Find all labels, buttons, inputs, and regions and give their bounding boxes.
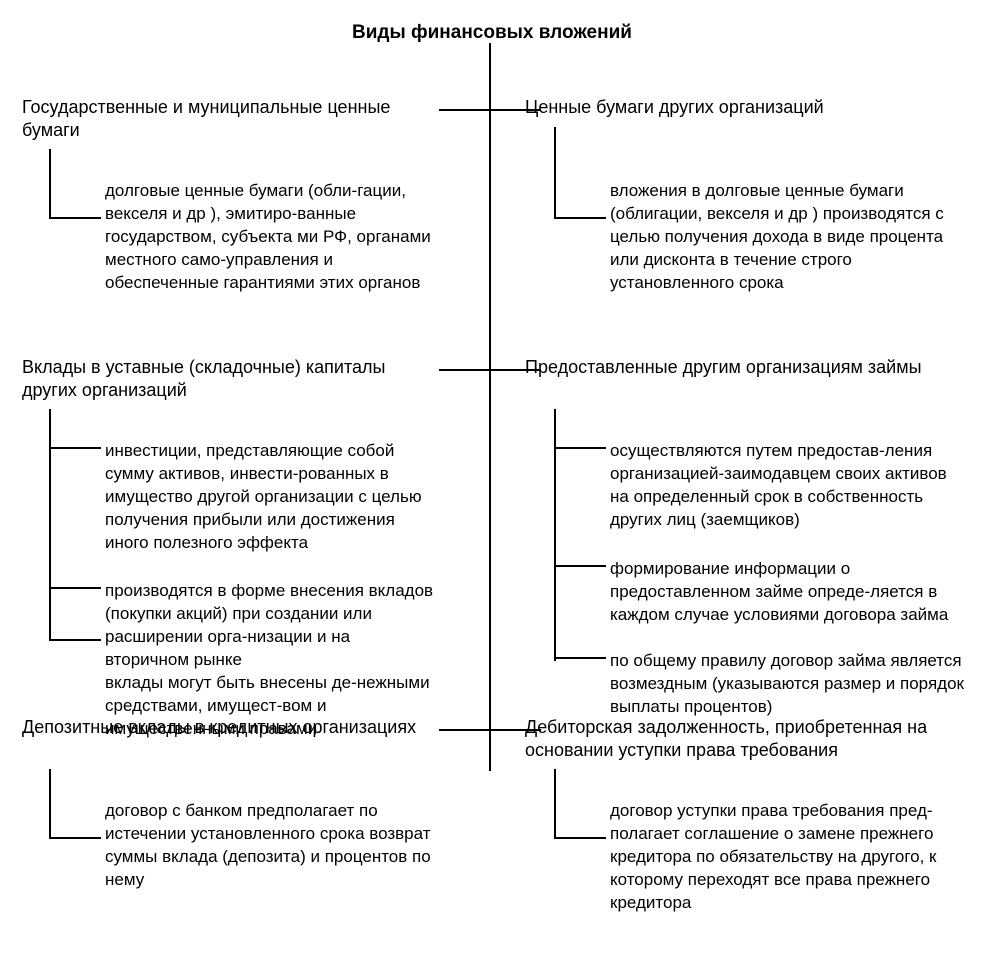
right-heading-2: Дебиторская задолженность, приобретенная…	[525, 716, 975, 761]
diagram-title: Виды финансовых вложений	[0, 22, 984, 44]
right-desc-1-0: осуществляются путем предостав-ления орг…	[610, 440, 970, 532]
left-heading-0: Государственные и муниципальные ценные б…	[22, 96, 422, 141]
left-heading-2: Депозитные вклады в кредитных организаци…	[22, 716, 422, 739]
left-heading-1: Вклады в уставные (складочные) капиталы …	[22, 356, 422, 401]
right-desc-1-2: по общему правилу договор займа является…	[610, 650, 970, 719]
left-desc-2-0: договор с банком предполагает по истечен…	[105, 800, 435, 892]
left-desc-0-0: долговые ценные бумаги (обли-гации, векс…	[105, 180, 435, 295]
right-desc-2-0: договор уступки права требования пред-по…	[610, 800, 980, 915]
right-heading-1: Предоставленные другим организациям займ…	[525, 356, 965, 379]
right-desc-0-0: вложения в долговые ценные бумаги (облиг…	[610, 180, 960, 295]
left-desc-1-1: производятся в форме внесения вкладов (п…	[105, 580, 435, 672]
diagram-page: Виды финансовых вложений Государственные…	[0, 0, 984, 953]
left-desc-1-0: инвестиции, представляющие собой сумму а…	[105, 440, 435, 555]
right-heading-0: Ценные бумаги других организаций	[525, 96, 945, 119]
right-desc-1-1: формирование информации о предоставленно…	[610, 558, 970, 627]
